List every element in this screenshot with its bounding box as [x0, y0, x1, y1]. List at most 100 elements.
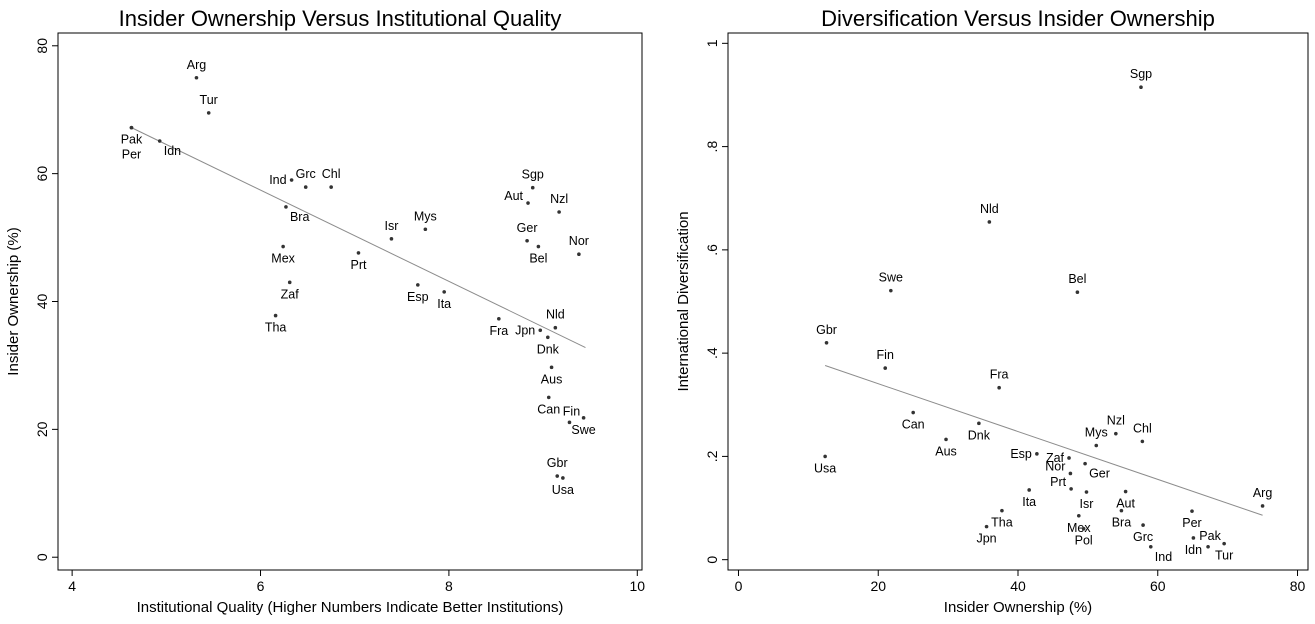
point-label-swe: Swe: [879, 271, 903, 285]
data-point-isr: [1084, 490, 1089, 494]
point-label-chl: Chl: [322, 167, 341, 181]
x-axis-label: Insider Ownership (%): [944, 599, 1092, 616]
x-tick-label: 10: [630, 578, 646, 594]
point-label-arg: Arg: [1253, 486, 1273, 500]
data-point-sgp: [530, 185, 535, 190]
point-label-dnk: Dnk: [537, 342, 560, 356]
data-point-tha: [1000, 508, 1004, 513]
data-point-fin: [883, 366, 888, 370]
data-point-mex: [1076, 513, 1081, 518]
data-point-idn: [1191, 536, 1196, 540]
point-label-nld: Nld: [980, 202, 999, 216]
y-tick-label: 0: [704, 556, 720, 564]
y-tick-label: .8: [704, 141, 720, 153]
data-point-gbr: [824, 341, 829, 345]
point-label-aut: Aut: [1116, 497, 1135, 511]
point-label-grc: Grc: [1133, 530, 1153, 544]
point-label-jpn: Jpn: [515, 323, 535, 337]
point-label-sgp: Sgp: [522, 168, 544, 182]
point-label-esp: Esp: [407, 290, 429, 304]
point-label-ita: Ita: [437, 297, 451, 311]
point-label-ita: Ita: [1022, 495, 1036, 509]
point-label-ger: Ger: [517, 221, 538, 235]
data-point-fin: [567, 420, 572, 425]
x-tick-label: 80: [1290, 578, 1306, 594]
data-point-fra: [497, 316, 501, 321]
x-tick-label: 60: [1150, 578, 1166, 594]
left-chart-panel: Insider Ownership Versus Institutional Q…: [0, 0, 655, 619]
data-point-usa: [823, 454, 827, 459]
data-point-aus: [944, 437, 948, 442]
chart-title: Diversification Versus Insider Ownership: [821, 6, 1215, 31]
data-point-bra: [1119, 508, 1124, 513]
fit-line: [824, 365, 1263, 516]
data-point-nor: [1068, 471, 1073, 476]
data-point-sgp: [1139, 85, 1143, 90]
point-label-tur: Tur: [200, 93, 218, 107]
point-label-zaf: Zaf: [1046, 451, 1065, 465]
plot-frame: [727, 32, 1309, 571]
insider-ownership-vs-institutional-quality-chart: Insider Ownership Versus Institutional Q…: [5, 6, 646, 616]
point-label-bel: Bel: [1068, 272, 1086, 286]
data-point-mys: [1094, 443, 1099, 448]
point-label-ger: Ger: [1089, 467, 1110, 481]
data-point-grc: [303, 185, 308, 189]
y-axis-label: International Diversification: [675, 211, 692, 391]
y-tick-label: 20: [34, 421, 50, 437]
data-point-can: [911, 410, 915, 415]
data-point-ger: [525, 238, 529, 243]
point-label-usa: Usa: [814, 461, 836, 475]
point-label-nor: Nor: [569, 234, 589, 248]
y-tick-label: 60: [34, 166, 50, 182]
point-label-per: Per: [122, 148, 141, 162]
data-point-gbr: [555, 474, 560, 478]
data-point-nzl: [557, 210, 561, 214]
data-point-ger: [1083, 461, 1087, 466]
x-tick-label: 40: [1010, 578, 1026, 594]
point-label-pol: Pol: [1075, 534, 1093, 548]
point-label-isr: Isr: [1080, 497, 1094, 511]
data-point-nor: [577, 252, 581, 256]
point-label-tur: Tur: [1215, 549, 1233, 563]
point-label-ind: Ind: [1155, 550, 1172, 564]
x-tick-label: 6: [257, 578, 265, 594]
point-label-pak: Pak: [1199, 529, 1221, 543]
data-point-arg: [1260, 504, 1265, 508]
data-point-aus: [549, 365, 554, 370]
point-label-tha: Tha: [991, 516, 1013, 530]
data-point-dnk: [977, 421, 981, 426]
point-label-zaf: Zaf: [281, 287, 300, 301]
data-point-can: [546, 395, 551, 400]
data-point-zaf: [1067, 456, 1071, 460]
point-label-ind: Ind: [269, 173, 286, 187]
point-label-bel: Bel: [529, 252, 547, 266]
point-label-nzl: Nzl: [1107, 414, 1125, 428]
data-point-aut: [526, 201, 530, 205]
data-point-dnk: [546, 335, 550, 340]
point-label-tha: Tha: [265, 321, 287, 335]
point-label-idn: Idn: [164, 144, 181, 158]
data-point-zaf: [287, 280, 292, 285]
data-point-mys: [423, 227, 428, 232]
point-label-pak: Pak: [121, 133, 143, 147]
data-point-prt: [1069, 487, 1073, 491]
point-label-fin: Fin: [877, 348, 894, 362]
data-point-tur: [1222, 541, 1226, 546]
data-point-idn: [157, 139, 162, 143]
data-point-per: [129, 125, 134, 130]
point-label-aut: Aut: [504, 189, 523, 203]
data-point-ind: [1148, 544, 1153, 549]
data-point-prt: [356, 251, 361, 255]
y-tick-label: .6: [704, 244, 720, 256]
data-point-nld: [987, 220, 992, 224]
right-chart-panel: Diversification Versus Insider Ownership…: [660, 0, 1315, 619]
y-axis-label: Insider Ownership (%): [5, 227, 22, 375]
point-label-sgp: Sgp: [1130, 67, 1152, 81]
data-point-chl: [1140, 439, 1145, 444]
x-tick-label: 8: [445, 578, 453, 594]
data-point-per: [1190, 509, 1194, 513]
point-label-fra: Fra: [489, 324, 508, 338]
y-tick-label: 0: [34, 553, 50, 561]
y-tick-label: 40: [34, 294, 50, 310]
data-point-tur: [206, 111, 211, 115]
